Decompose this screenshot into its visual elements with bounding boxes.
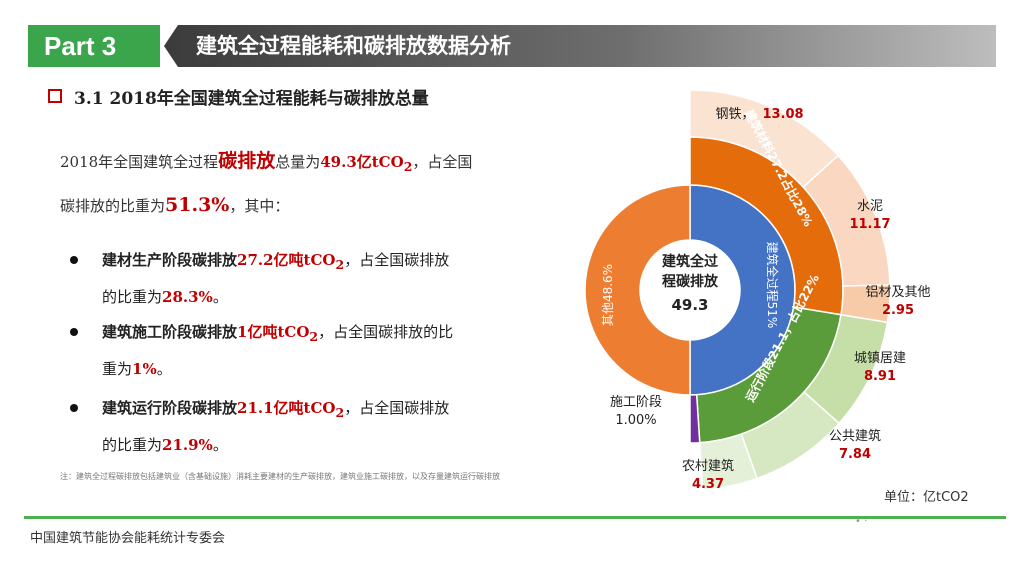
part-label: Part 3 (28, 25, 160, 67)
bullet-dot-icon (70, 404, 78, 412)
item-text: 重为 (102, 360, 133, 378)
title-bar: 建筑全过程能耗和碳排放数据分析 (164, 25, 996, 67)
outer-value-城镇居建: 8.91 (864, 369, 896, 384)
section-title-text: 3.1 2018年全国建筑全过程能耗与碳排放总量 (74, 89, 429, 109)
outer-name-钢铁: 钢铁， (715, 107, 754, 122)
summary-line-2: 碳排放的比重为51.3%，其中： (60, 192, 289, 219)
inner-label-building: 建筑全过程51% (765, 242, 780, 329)
section-title: 3.1 2018年全国建筑全过程能耗与碳排放总量 (48, 84, 429, 109)
summary-text: 2018年全国建筑全过程 (60, 153, 219, 171)
square-bullet-icon (48, 89, 62, 103)
summary-text: 碳排放的比重为 (60, 197, 166, 215)
outer-slice-农村建筑 (698, 433, 759, 491)
outer-value-铝材及其他: 2.95 (882, 303, 914, 318)
list-item: 建筑运行阶段碳排放21.1亿吨tCO2，占全国碳排放的比重为21.9%。 (70, 392, 560, 461)
bullet-dot-icon (70, 256, 78, 264)
header-bar: Part 3 建筑全过程能耗和碳排放数据分析 (28, 25, 996, 67)
center-label: 建筑全过 (662, 253, 718, 270)
item-value: 21.1亿吨tCO (237, 399, 336, 417)
item-pct: 28.3% (162, 288, 213, 306)
item-text: ，占全国碳排放 (344, 251, 450, 269)
inner-label-other: 其他48.6% (601, 264, 615, 326)
outer-value-农村建筑: 4.37 (692, 477, 724, 492)
outer-name-公共建筑: 公共建筑 (829, 428, 881, 444)
item-text: 。 (156, 360, 172, 378)
item-lead: 建筑施工阶段碳排放 (102, 323, 238, 341)
item-pct: 1% (132, 360, 157, 378)
item-text: 。 (212, 288, 228, 306)
item-text: ，占全国碳排放 (344, 399, 450, 417)
inner-slice-other (584, 184, 691, 396)
summary-text: ，其中： (229, 197, 290, 215)
outer-name-水泥: 水泥 (857, 199, 883, 214)
item-lead: 建筑运行阶段碳排放 (102, 399, 238, 417)
item-text: ，占全国碳排放的比 (318, 323, 454, 341)
subscript: 2 (403, 159, 413, 174)
item-lead: 建材生产阶段碳排放 (102, 251, 238, 269)
unit-label: 单位：亿tCO2 (884, 490, 969, 505)
item-text: 。 (212, 436, 228, 454)
summary-line-1: 2018年全国建筑全过程碳排放总量为49.3亿tCO2，占全国 (60, 148, 472, 180)
outer-name-农村建筑: 农村建筑 (682, 458, 734, 474)
list-item: 建筑施工阶段碳排放1亿吨tCO2，占全国碳排放的比重为1%。 (70, 316, 560, 385)
keyword-carbon: 碳排放 (218, 150, 276, 172)
construction-value: 1.00% (615, 413, 656, 428)
outer-name-城镇居建: 城镇居建 (854, 351, 906, 366)
slide-title: 建筑全过程能耗和碳排放数据分析 (196, 34, 511, 58)
total-value: 49.3亿tCO (320, 153, 404, 171)
outer-name-铝材及其他: 铝材及其他 (865, 285, 930, 300)
item-value: 1亿吨tCO (237, 323, 310, 341)
item-text: 的比重为 (102, 436, 163, 454)
subscript: 2 (335, 405, 345, 420)
middle-slice-2 (689, 393, 701, 444)
subscript: 2 (309, 329, 319, 344)
footer-source: 中国建筑节能协会能耗统计专委会 (30, 531, 226, 546)
total-share: 51.3% (165, 194, 230, 216)
item-pct: 21.9% (162, 436, 213, 454)
bullet-dot-icon (70, 328, 78, 336)
chart-center (640, 240, 740, 340)
summary-text: 总量为 (275, 153, 321, 171)
footer-divider (24, 516, 1006, 519)
center-label: 程碳排放 (662, 273, 719, 290)
list-item: 建材生产阶段碳排放27.2亿吨tCO2，占全国碳排放的比重为28.3%。 (70, 244, 560, 313)
center-value: 49.3 (671, 296, 708, 314)
decorative-dots-icon: • · (855, 516, 868, 527)
outer-value-水泥: 11.17 (849, 217, 890, 232)
footnote: 注：建筑全过程碳排放包括建筑业（含基础设施）消耗主要建材的生产碳排放，建筑业施工… (60, 472, 500, 481)
item-value: 27.2亿吨tCO (237, 251, 336, 269)
outer-value-钢铁: 13.08 (762, 107, 803, 122)
subscript: 2 (335, 257, 345, 272)
outer-value-公共建筑: 7.84 (839, 447, 871, 462)
summary-text: ，占全国 (412, 153, 473, 171)
item-text: 的比重为 (102, 288, 163, 306)
construction-label: 施工阶段 (610, 395, 662, 410)
